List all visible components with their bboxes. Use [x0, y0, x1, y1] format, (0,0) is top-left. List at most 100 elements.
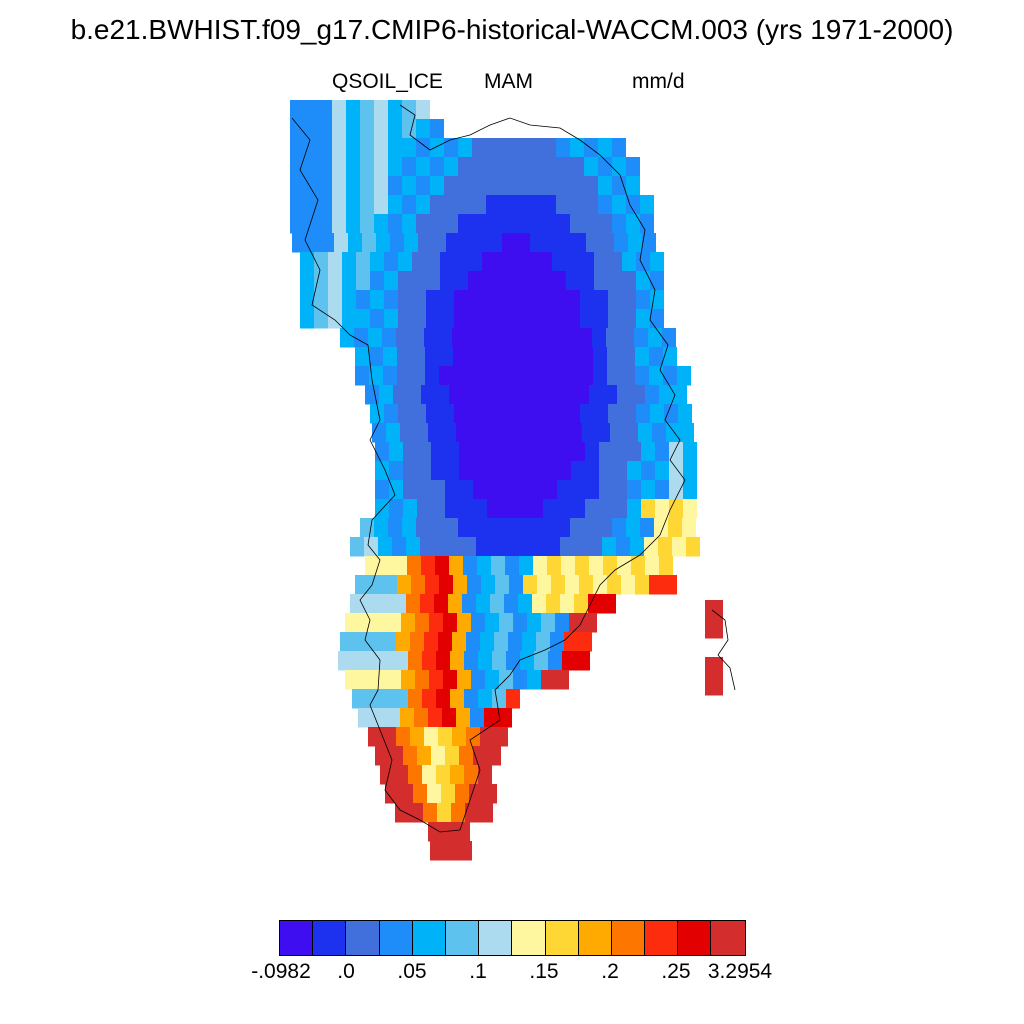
map-cell: [430, 214, 444, 234]
map-cell: [532, 594, 546, 614]
map-cell: [398, 290, 412, 310]
map-cell: [528, 214, 542, 234]
map-cell: [401, 670, 415, 690]
map-cell: [613, 442, 627, 462]
map-cell: [515, 442, 529, 462]
map-cell: [439, 347, 453, 367]
map-cell: [603, 556, 617, 576]
map-cell: [403, 480, 417, 500]
map-cell: [528, 176, 542, 196]
map-cell: [488, 233, 502, 253]
map-cell: [506, 689, 520, 709]
map-cell: [300, 271, 314, 291]
map-cell: [482, 309, 496, 329]
map-cell: [486, 195, 500, 215]
map-cell: [542, 157, 556, 177]
map-cell: [552, 290, 566, 310]
map-cell: [290, 195, 304, 215]
map-cell: [622, 252, 636, 272]
map-cell: [445, 480, 459, 500]
map-cell: [386, 708, 400, 728]
map-cell: [416, 176, 430, 196]
map-cell: [427, 784, 441, 804]
map-cell: [571, 461, 585, 481]
map-cell: [402, 119, 416, 139]
map-cell: [454, 271, 468, 291]
map-cell: [608, 252, 622, 272]
map-cell: [439, 575, 453, 595]
map-cell: [486, 176, 500, 196]
greenland-map: [290, 100, 736, 861]
map-cell: [467, 366, 481, 386]
map-cell: [649, 347, 663, 367]
map-cell: [342, 271, 356, 291]
map-cell: [462, 537, 476, 557]
map-cell: [398, 252, 412, 272]
map-cell: [570, 214, 584, 234]
map-cell: [641, 480, 655, 500]
map-cell: [636, 404, 650, 424]
map-cell: [621, 575, 635, 595]
map-cell: [527, 613, 541, 633]
map-cell: [404, 233, 418, 253]
map-cell: [574, 594, 588, 614]
map-cell: [494, 328, 508, 348]
map-cell: [388, 518, 402, 538]
map-cell: [586, 233, 600, 253]
map-cell: [421, 556, 435, 576]
map-cell: [524, 309, 538, 329]
map-cell: [431, 480, 445, 500]
map-cell: [473, 442, 487, 462]
map-cell: [382, 727, 396, 747]
map-cell: [564, 632, 578, 652]
map-cell: [580, 290, 594, 310]
map-cell: [530, 233, 544, 253]
map-cell: [534, 651, 548, 671]
map-cell: [452, 727, 466, 747]
map-cell: [445, 499, 459, 519]
map-cell: [300, 309, 314, 329]
map-cell: [612, 518, 626, 538]
map-cell: [487, 461, 501, 481]
map-cell: [529, 480, 543, 500]
map-cell: [407, 385, 421, 405]
map-cell: [547, 556, 561, 576]
map-cell: [557, 480, 571, 500]
map-cell: [459, 746, 473, 766]
map-cell: [431, 499, 445, 519]
map-cell: [602, 537, 616, 557]
map-cell: [332, 214, 346, 234]
map-cell: [426, 290, 440, 310]
map-cell: [422, 651, 436, 671]
colorbar-label-3: .1: [469, 960, 487, 983]
map-cell: [462, 594, 476, 614]
map-cell: [532, 537, 546, 557]
map-cell: [366, 651, 380, 671]
map-cell: [370, 271, 384, 291]
map-cell: [556, 518, 570, 538]
map-cell: [468, 290, 482, 310]
map-cell: [589, 385, 603, 405]
map-cell: [555, 613, 569, 633]
map-cell: [466, 632, 480, 652]
map-cell: [463, 385, 477, 405]
map-cell: [536, 328, 550, 348]
colorbar-box-13: [711, 921, 745, 955]
map-cell: [464, 651, 478, 671]
map-cell: [650, 404, 664, 424]
map-cell: [516, 233, 530, 253]
map-cell: [627, 442, 641, 462]
map-cell: [514, 138, 528, 158]
map-cell: [680, 423, 694, 443]
map-cell: [394, 689, 408, 709]
map-cell: [314, 309, 328, 329]
map-cell: [482, 290, 496, 310]
map-cell: [505, 556, 519, 576]
map-cell: [318, 176, 332, 196]
map-cell: [450, 689, 464, 709]
variable-label: QSOIL_ICE: [332, 70, 443, 93]
map-cell: [400, 423, 414, 443]
map-cell: [430, 138, 444, 158]
map-cell: [338, 651, 352, 671]
map-cell: [589, 556, 603, 576]
